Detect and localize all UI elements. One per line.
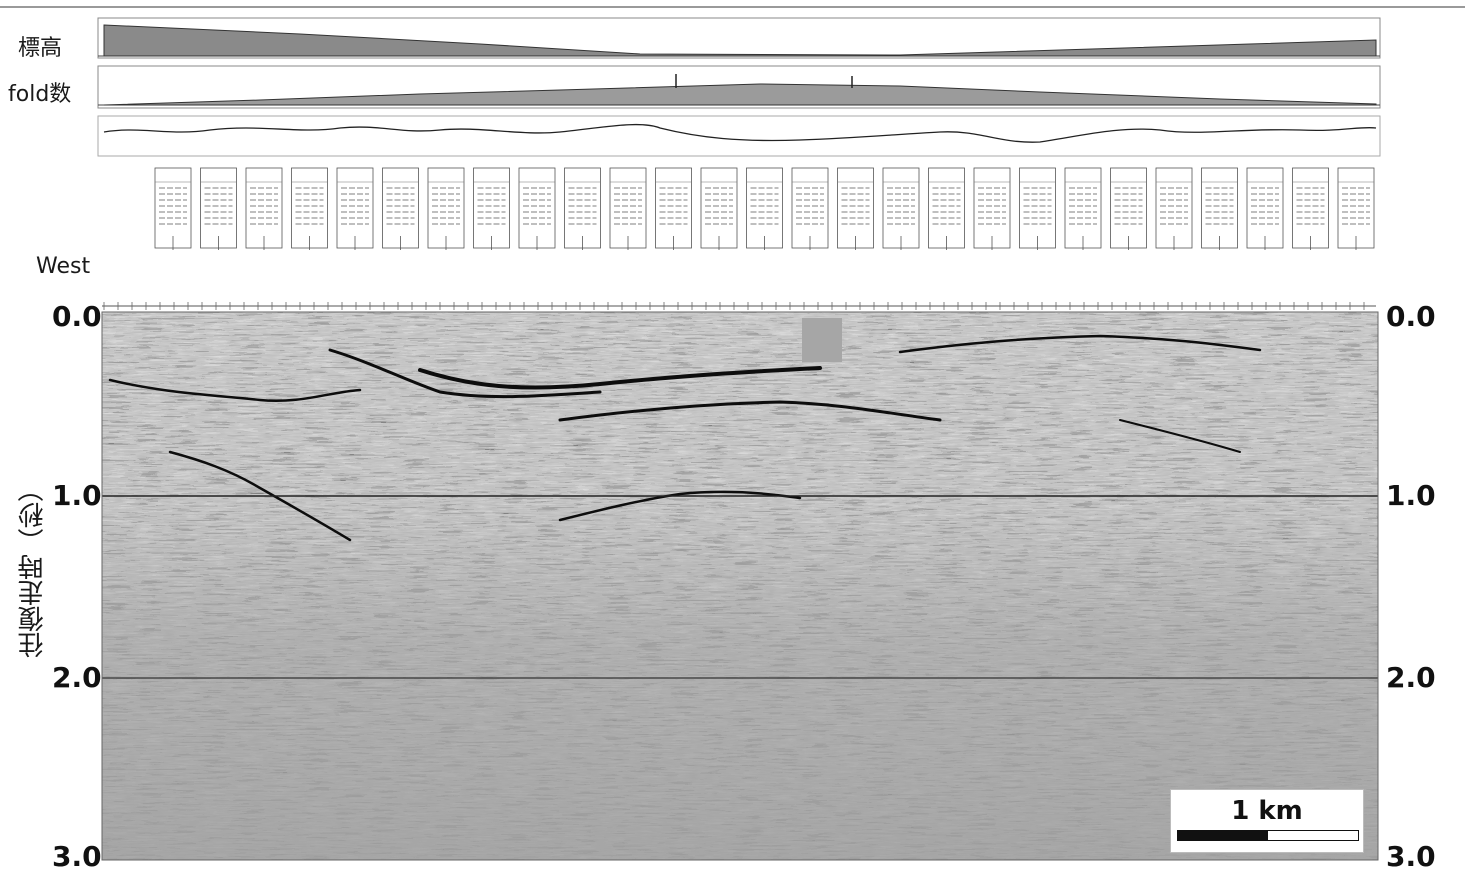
direction-label-west: West <box>36 254 91 279</box>
velocity-table <box>382 167 419 250</box>
velocity-table <box>245 167 283 250</box>
reflector-1 <box>418 366 822 390</box>
velocity-table <box>837 167 874 250</box>
right-tick-2: 2.0 <box>1386 661 1436 694</box>
elevation-profile <box>103 24 1377 57</box>
reflector-3 <box>108 378 362 403</box>
statics-panel <box>97 115 1381 157</box>
scale-bar: 1 km <box>1170 789 1364 853</box>
velocity-table <box>700 167 738 250</box>
velocity-table <box>655 167 692 250</box>
reflector-4 <box>558 400 942 422</box>
left-tick-2: 2.0 <box>52 661 102 694</box>
velocity-table <box>1019 167 1056 250</box>
velocity-table <box>973 167 1011 250</box>
velocity-table <box>746 167 783 250</box>
velocity-table <box>882 167 920 250</box>
velocity-table-row <box>154 167 1375 250</box>
left-tick-3: 3.0 <box>52 840 102 873</box>
velocity-table <box>427 167 465 250</box>
reflector-8 <box>1119 419 1241 453</box>
velocity-table <box>1155 167 1193 250</box>
fold-panel <box>97 65 1381 109</box>
velocity-table <box>1246 167 1284 250</box>
y-axis-title: 往復走時（秒） <box>18 476 48 658</box>
velocity-table <box>1110 167 1147 250</box>
velocity-table <box>154 167 192 250</box>
fold-label: fold数 <box>8 82 72 107</box>
reflector-2 <box>328 348 602 399</box>
velocity-table <box>609 167 647 250</box>
velocity-table <box>928 167 965 250</box>
left-tick-0: 0.0 <box>52 300 102 333</box>
velocity-table <box>336 167 374 250</box>
scale-bar-label: 1 km <box>1231 796 1303 826</box>
seismic-section <box>101 311 1379 861</box>
velocity-table <box>791 167 829 250</box>
velocity-table <box>473 167 510 250</box>
mute-gap <box>802 318 842 362</box>
scale-bar-track <box>1177 830 1359 841</box>
velocity-table <box>200 167 237 250</box>
reflector-7 <box>558 490 802 522</box>
reflector-5 <box>898 334 1262 354</box>
right-tick-0: 0.0 <box>1386 300 1436 333</box>
shotpoint-tick-strip <box>102 302 1376 310</box>
velocity-table <box>291 167 328 250</box>
top-border <box>0 6 1465 8</box>
elevation-label: 標高 <box>18 36 63 61</box>
velocity-table <box>564 167 601 250</box>
reflector-6 <box>168 450 352 542</box>
fold-profile <box>103 83 1377 106</box>
left-tick-1: 1.0 <box>52 479 102 512</box>
statics-trace <box>103 123 1377 143</box>
right-tick-3: 3.0 <box>1386 840 1436 873</box>
velocity-table <box>1337 167 1375 250</box>
velocity-table <box>1064 167 1102 250</box>
elevation-panel <box>97 17 1381 59</box>
velocity-table <box>518 167 556 250</box>
right-tick-1: 1.0 <box>1386 479 1436 512</box>
scale-bar-fill <box>1178 831 1268 840</box>
velocity-table <box>1201 167 1238 250</box>
velocity-table <box>1292 167 1329 250</box>
